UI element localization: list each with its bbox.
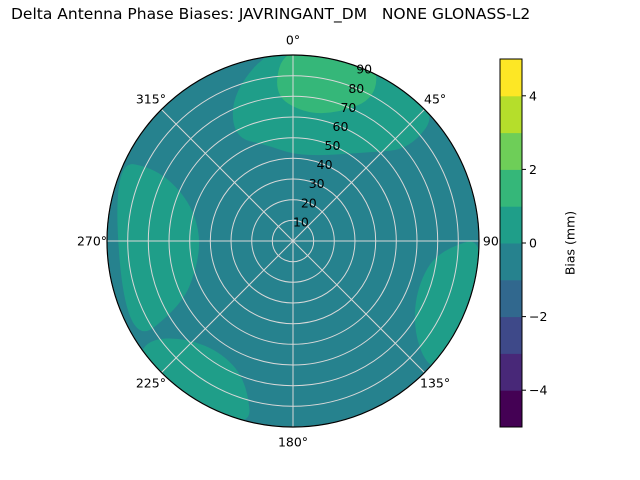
colorbar-band xyxy=(500,169,522,207)
polar-outline xyxy=(106,54,480,428)
colorbar-tick-label: 0 xyxy=(529,236,537,251)
colorbar-band xyxy=(500,132,522,170)
chart-title: Delta Antenna Phase Biases: JAVRINGANT_D… xyxy=(11,5,531,23)
angular-tick-label: 0° xyxy=(286,33,300,48)
colorbar-tick-label: 2 xyxy=(529,162,537,177)
radial-tick-label: 70 xyxy=(340,100,356,115)
colorbar-tick-label: −4 xyxy=(529,383,547,398)
polar-grid-spoke xyxy=(161,109,294,242)
colorbar-tick-label: 4 xyxy=(529,88,537,103)
colorbar-band xyxy=(500,243,522,281)
radial-tick-label: 50 xyxy=(325,138,341,153)
colorbar-tick-label: −2 xyxy=(529,309,547,324)
colorbar-band xyxy=(500,59,522,97)
angular-tick-label: 315° xyxy=(136,91,166,106)
colorbar-band xyxy=(500,390,522,428)
colorbar-band xyxy=(500,316,522,354)
colorbar-band xyxy=(500,206,522,244)
contour-region-bottom-left xyxy=(141,338,250,420)
radial-tick-label: 60 xyxy=(333,119,349,134)
radial-tick-label: 80 xyxy=(348,81,364,96)
radial-tick-label: 30 xyxy=(309,176,325,191)
contour-region-right xyxy=(414,241,479,367)
angular-tick-label: 225° xyxy=(136,376,166,391)
polar-grid-spoke xyxy=(292,240,425,373)
polar-grid-spoke xyxy=(292,109,425,242)
colorbar-band xyxy=(500,279,522,318)
angular-tick-label: 270° xyxy=(77,234,107,249)
colorbar-band xyxy=(500,95,522,134)
radial-tick-label: 20 xyxy=(301,195,317,210)
radial-tick-label: 90 xyxy=(356,62,372,77)
colorbar-band xyxy=(500,353,522,391)
radial-tick-label: 40 xyxy=(317,157,333,172)
colorbar-axis-label: Bias (mm) xyxy=(563,211,578,275)
polar-grid-spoke xyxy=(161,240,294,373)
angular-tick-label: 135° xyxy=(420,376,450,391)
contour-region-top-core xyxy=(277,55,377,114)
radial-tick-label: 10 xyxy=(293,214,309,229)
angular-tick-label: 45° xyxy=(424,91,446,106)
angular-tick-label: 180° xyxy=(278,435,308,450)
